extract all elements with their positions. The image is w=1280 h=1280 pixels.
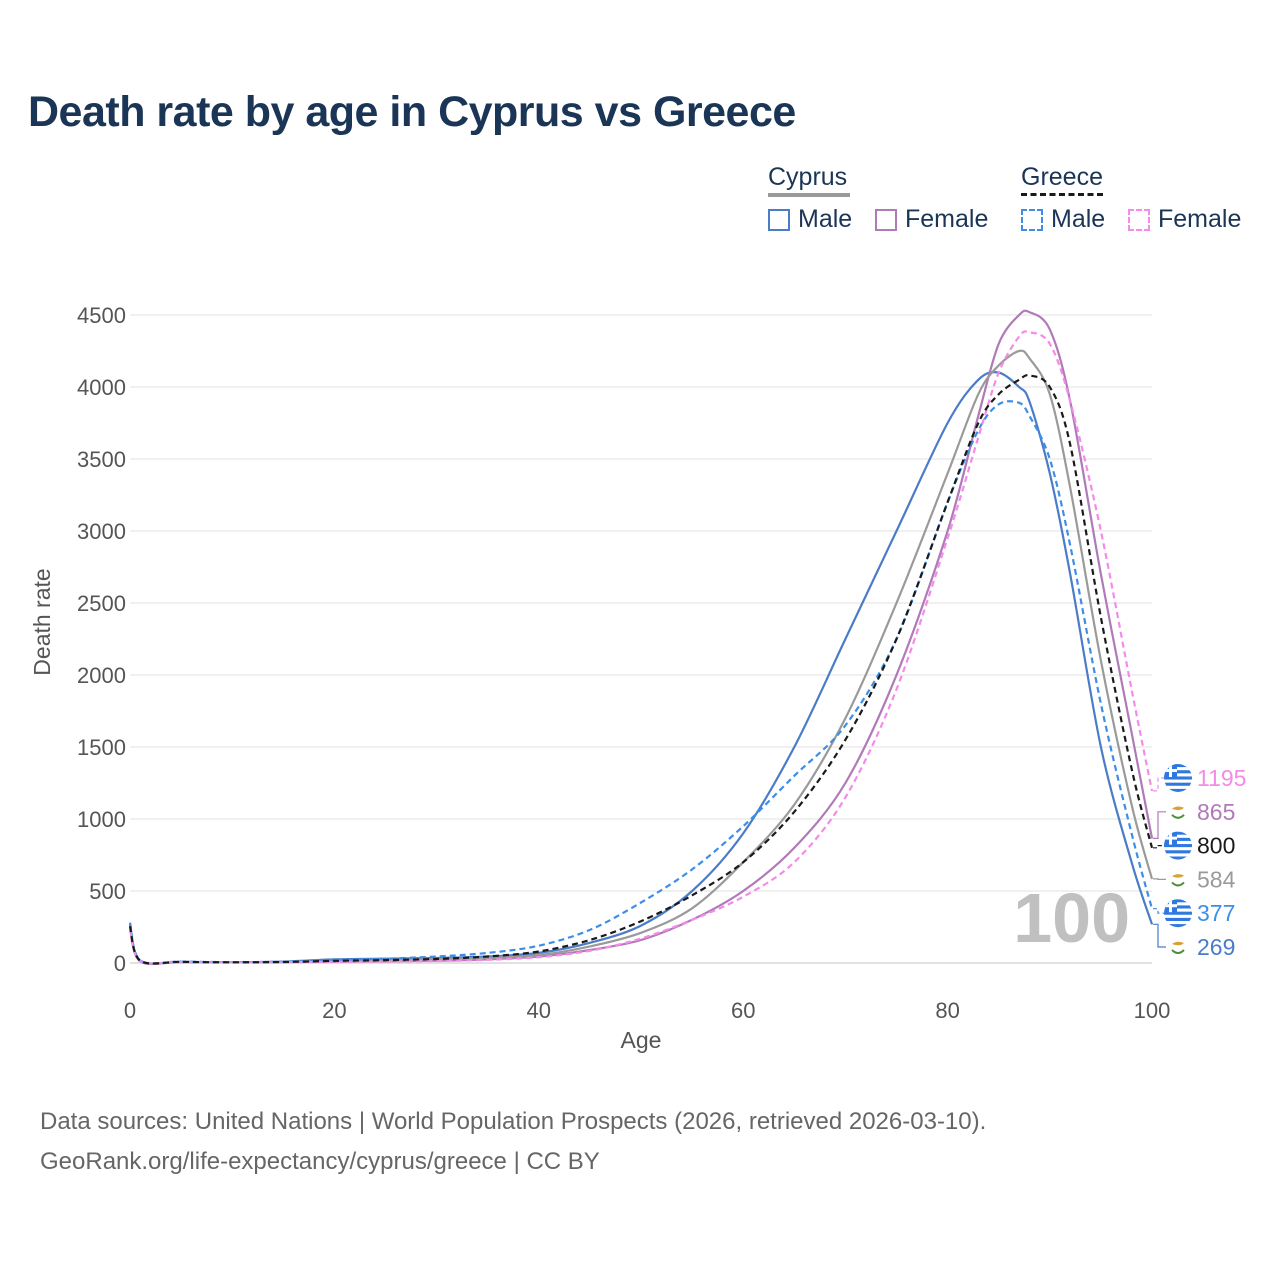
end-value-label: 584 (1197, 866, 1236, 892)
y-tick-label: 4000 (77, 375, 126, 400)
series-line-greece-male (128, 400, 1154, 965)
y-tick-label: 3500 (77, 447, 126, 472)
series-line-greece-female (128, 330, 1154, 965)
year-watermark: 100 (1013, 879, 1130, 957)
x-tick-label: 20 (322, 998, 346, 1023)
legend-greece-label: Greece (1021, 163, 1103, 191)
legend-swatch-greece-female (1128, 208, 1150, 231)
end-value-label: 269 (1197, 934, 1235, 960)
chart-plot: 0 500 1000 1500 2000 2500 3000 3500 4000 4500 0 20… (29, 303, 1246, 1053)
legend-cyprus-female-label: Female (905, 205, 989, 233)
y-tick-label: 2500 (77, 591, 126, 616)
end-value-label: 865 (1197, 799, 1235, 825)
end-label-connector (1153, 878, 1166, 880)
end-label-connector (1153, 908, 1166, 914)
y-tick-label: 1500 (77, 735, 126, 760)
cyprus-flag-icon (1167, 868, 1189, 891)
legend-swatch-greece-male (1021, 208, 1043, 231)
legend-cyprus-male-label: Male (798, 205, 853, 233)
y-tick-label: 1000 (77, 807, 126, 832)
y-tick-label: 4500 (77, 303, 126, 328)
series-line-cyprus-total (128, 349, 1154, 965)
end-label-connector (1153, 777, 1166, 792)
y-tick-label: 3000 (77, 519, 126, 544)
end-value-label: 1195 (1197, 765, 1246, 791)
cyprus-flag-icon (1167, 936, 1189, 958)
y-axis-label: Death rate (29, 568, 55, 675)
y-tick-label: 0 (114, 951, 126, 976)
x-axis-label: Age (621, 1027, 662, 1053)
legend-swatch-cyprus-female (875, 208, 897, 231)
end-label-connector (1153, 923, 1166, 948)
x-tick-label: 100 (1134, 998, 1171, 1023)
x-tick-label: 80 (935, 998, 959, 1023)
footer-credit: GeoRank.org/life-expectancy/cyprus/greec… (40, 1148, 600, 1175)
x-axis-ticks: 0 20 40 60 80 100 (124, 998, 1170, 1023)
end-value-label: 800 (1197, 833, 1235, 859)
x-tick-label: 40 (527, 998, 551, 1023)
y-axis-ticks: 0 500 1000 1500 2000 2500 3000 3500 4000 4500 (77, 303, 126, 976)
end-value-label: 377 (1197, 900, 1235, 926)
legend-greece-female[interactable]: Female (1128, 205, 1241, 234)
greece-flag-icon (1164, 831, 1192, 860)
end-label-connector (1153, 811, 1166, 839)
greece-flag-icon (1164, 764, 1192, 792)
x-tick-label: 0 (124, 998, 136, 1023)
greece-flag-icon (1164, 899, 1192, 928)
legend-cyprus-male[interactable]: Male (768, 205, 852, 234)
cyprus-flag-icon (1167, 800, 1189, 823)
x-tick-label: 60 (731, 998, 755, 1023)
end-labels: 1195 865 800 584 377 269 (1153, 764, 1246, 960)
legend-swatch-cyprus-male (768, 208, 790, 231)
legend-greece-female-label: Female (1158, 205, 1242, 233)
series-line-cyprus-female (128, 309, 1154, 966)
legend-cyprus-female[interactable]: Female (875, 205, 988, 234)
series-lines (128, 309, 1154, 966)
legend-greece-line (1021, 193, 1103, 196)
series-line-cyprus-male (128, 370, 1154, 965)
footer-sources: Data sources: United Nations | World Pop… (40, 1108, 987, 1135)
chart-title: Death rate by age in Cyprus vs Greece (28, 88, 796, 136)
legend-cyprus-label: Cyprus (768, 163, 848, 191)
legend-greece-male[interactable]: Male (1021, 205, 1105, 234)
y-tick-label: 2000 (77, 663, 126, 688)
end-label-connector (1153, 845, 1166, 849)
legend-greece-male-label: Male (1051, 205, 1106, 233)
series-line-greece-total (128, 374, 1154, 965)
grid (130, 314, 1152, 964)
y-tick-label: 500 (89, 879, 126, 904)
legend-cyprus-line (768, 193, 850, 197)
